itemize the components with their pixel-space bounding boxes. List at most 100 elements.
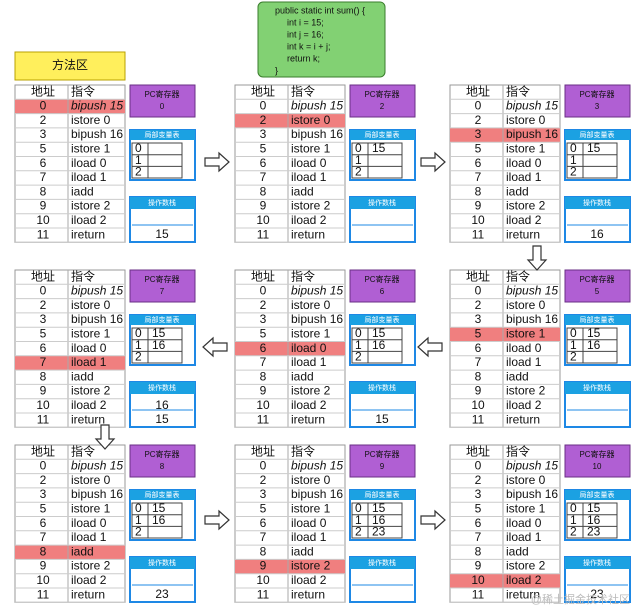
locals-header [350,315,415,325]
stack-header [565,197,630,209]
addr: 0 [475,459,482,473]
addr: 7 [260,170,267,184]
addr: 9 [475,384,482,398]
local-value: 15 [587,141,601,155]
addr: 9 [40,199,47,213]
addr: 2 [260,113,267,127]
op: iadd [71,184,94,198]
op: bipush 15 [506,284,558,298]
locals-label: 局部变量表 [365,490,400,499]
op: iload 1 [71,355,107,369]
op: iload 2 [506,398,542,412]
op: istore 2 [291,199,331,213]
stack-header [565,557,630,569]
addr: 9 [475,199,482,213]
op: ireturn [291,587,325,601]
local-index: 0 [570,141,577,155]
op: iload 2 [71,573,107,587]
addr-header: 地址 [466,269,490,283]
addr: 8 [40,544,47,558]
addr: 7 [40,355,47,369]
locals-header [130,130,195,140]
addr: 9 [260,559,267,573]
instruction-table [14,444,126,603]
op: istore 2 [506,384,546,398]
op: bipush 15 [506,99,558,113]
addr: 10 [471,573,485,587]
op-header: 指令 [291,268,315,283]
code-line: } [275,65,278,75]
local-index: 1 [135,338,142,352]
addr: 10 [256,573,270,587]
op: ireturn [506,227,540,241]
locals-label: 局部变量表 [145,315,180,324]
addr: 7 [475,355,482,369]
op: iload 1 [71,530,107,544]
local-index: 1 [355,513,362,527]
stack-value: 23 [590,587,604,601]
op: iadd [291,544,314,558]
op: istore 2 [71,559,111,573]
op: istore 1 [71,502,111,516]
op: iload 2 [291,573,327,587]
op-header: 指令 [506,268,530,283]
stack-label: 操作数栈 [583,383,611,392]
pc-box [129,269,196,303]
stack-label: 操作数栈 [368,383,396,392]
op: bipush 16 [71,487,123,501]
op: iload 0 [506,156,542,170]
addr: 5 [260,502,267,516]
op: istore 2 [291,559,331,573]
op: ireturn [506,412,540,426]
op: ireturn [291,412,325,426]
addr: 10 [471,213,485,227]
local-index: 0 [355,326,362,340]
op-header: 指令 [71,268,95,283]
op: iload 0 [291,156,327,170]
stack-label: 操作数栈 [148,558,176,567]
op-header: 指令 [506,83,530,98]
local-value: 23 [587,525,601,539]
addr: 3 [260,312,267,326]
op: iload 1 [506,355,542,369]
local-index: 2 [135,525,142,539]
addr: 9 [40,384,47,398]
op: iload 2 [291,213,327,227]
code-line: int k = i + j; [287,41,331,51]
addr: 3 [260,127,267,141]
pc-value: 8 [160,462,165,471]
op: bipush 16 [506,312,558,326]
op: ireturn [291,227,325,241]
op: iadd [71,544,94,558]
highlight-row [15,545,125,560]
op: istore 1 [71,327,111,341]
local-value: 15 [372,501,386,515]
addr: 3 [40,487,47,501]
highlight-row [15,99,125,114]
flow-arrow [204,509,230,531]
op: istore 1 [506,502,546,516]
op: istore 0 [506,298,546,312]
pc-value: 5 [595,287,600,296]
local-value: 16 [587,513,601,527]
op: istore 2 [71,199,111,213]
flow-arrow [526,245,548,271]
op: iload 0 [71,156,107,170]
op: istore 0 [506,113,546,127]
pc-label: PC寄存器 [579,274,614,284]
op: istore 1 [506,142,546,156]
locals-table [351,327,403,364]
flow-arrow [204,151,230,173]
addr-header: 地址 [251,444,275,458]
op: bipush 16 [71,312,123,326]
op: istore 2 [71,384,111,398]
instruction-table [234,84,346,243]
op-header: 指令 [291,443,315,458]
addr-header: 地址 [251,84,275,98]
highlight-row [450,573,560,588]
stack-header [350,557,415,569]
op: ireturn [71,412,105,426]
highlight-row [235,559,345,574]
locals-table [131,327,183,364]
local-index: 1 [570,153,577,167]
